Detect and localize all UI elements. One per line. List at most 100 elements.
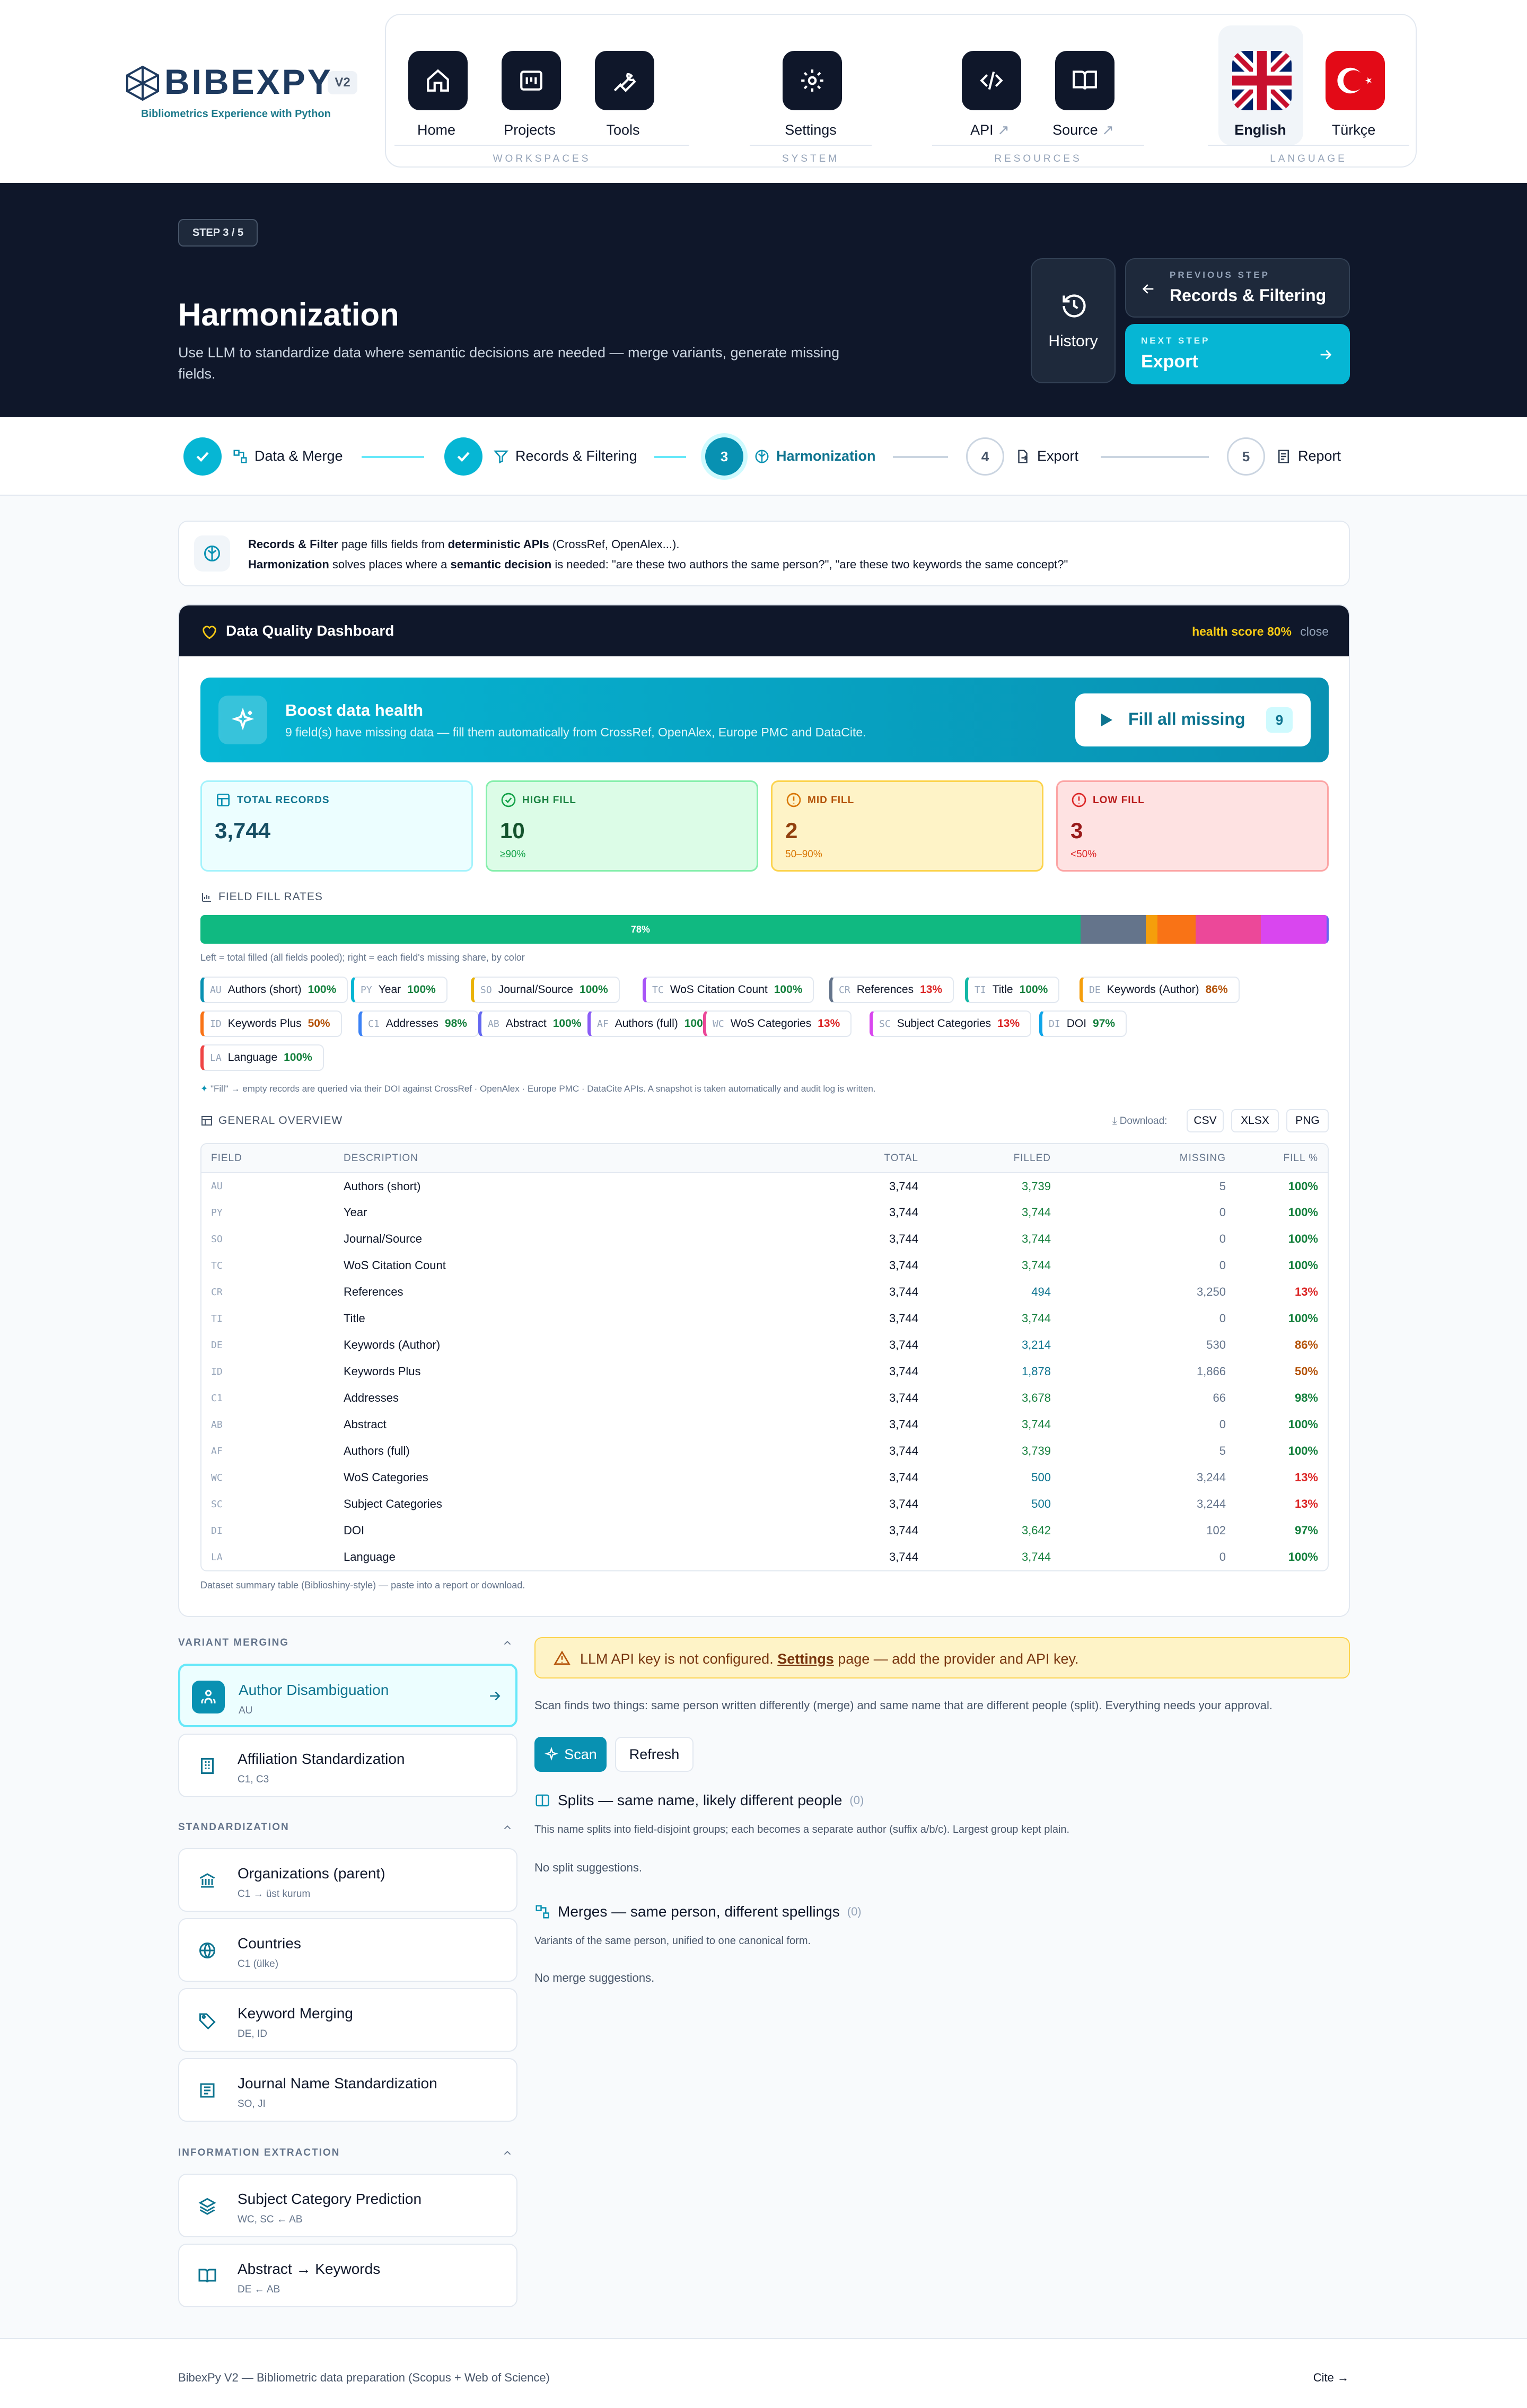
sidebar-item-keyword-merging[interactable]: Keyword Merging DE, ID (178, 1988, 517, 2052)
download-png-button[interactable]: PNG (1286, 1109, 1329, 1132)
step-5-dot[interactable]: 5 (1227, 437, 1265, 476)
table-icon (201, 1116, 212, 1126)
field-chip-au[interactable]: AU Authors (short) 100% (200, 977, 348, 1003)
cell-field: C1 (211, 1392, 223, 1404)
sidebar-group-heading[interactable]: INFORMATION EXTRACTION (178, 2147, 517, 2159)
sidebar-group-heading[interactable]: VARIANT MERGING (178, 1637, 517, 1649)
nav-projects[interactable]: Projects (490, 36, 569, 142)
field-chip-c1[interactable]: C1 Addresses 98% (358, 1010, 479, 1037)
export-icon (1018, 450, 1028, 463)
sidebar-item-author-disambiguation[interactable]: Author Disambiguation AU (178, 1664, 517, 1727)
field-chip-id[interactable]: ID Keywords Plus 50% (200, 1010, 342, 1037)
stat-key: MID FILL (808, 795, 855, 806)
field-chip-de[interactable]: DE Keywords (Author) 86% (1080, 977, 1240, 1003)
cell-fill-pct: 13% (1294, 1471, 1318, 1484)
download-xlsx-button[interactable]: XLSX (1231, 1109, 1279, 1132)
step-4-label[interactable]: Export (1015, 448, 1078, 464)
sidebar-group-heading[interactable]: STANDARDIZATION (178, 1822, 517, 1833)
chip-pct: 100% (579, 983, 608, 996)
cell-total: 3,744 (889, 1232, 918, 1245)
previous-step-button[interactable]: PREVIOUS STEP Records & Filtering (1125, 258, 1350, 318)
nav-home[interactable]: Home (397, 36, 476, 142)
table-row: TI Title 3,744 3,744 0 100% (201, 1305, 1328, 1332)
history-button[interactable]: History (1031, 258, 1116, 383)
chip-label: Year (378, 983, 401, 996)
data-quality-dashboard: Data Quality Dashboard health score 80% … (178, 604, 1350, 1617)
table-row: DI DOI 3,744 3,642 102 97% (201, 1517, 1328, 1544)
cell-field: ID (211, 1366, 223, 1377)
step-3-dot[interactable]: 3 (705, 437, 743, 476)
sidebar-item-countries[interactable]: Countries C1 (ülke) (178, 1918, 517, 1982)
nav-source[interactable]: Source ↗ (1043, 36, 1123, 142)
chip-label: WoS Citation Count (670, 983, 768, 996)
close-dashboard-button[interactable]: close (1300, 625, 1329, 638)
page-description: Use LLM to standardize data where semant… (178, 345, 840, 382)
step-2-dot[interactable] (444, 437, 482, 476)
field-chip-cr[interactable]: CR References 13% (829, 977, 954, 1003)
nav-api[interactable]: API ↗ (950, 36, 1030, 142)
fill-all-missing-button[interactable]: Fill all missing 9 (1075, 693, 1311, 746)
field-chip-af[interactable]: AF Authors (full) 100% (587, 1010, 725, 1037)
bar-chart-icon (202, 893, 211, 902)
cell-missing: 0 (1219, 1232, 1226, 1245)
refresh-button[interactable]: Refresh (615, 1737, 694, 1772)
field-chip-wc[interactable]: WC WoS Categories 13% (703, 1010, 852, 1037)
download-csv-button[interactable]: CSV (1187, 1109, 1224, 1132)
sidebar-item-subject-category-prediction[interactable]: Subject Category Prediction WC, SC ← AB (178, 2174, 517, 2237)
logo[interactable]: BIBEXPY V2 Bibliometrics Experience with… (123, 59, 357, 128)
field-chip-ab[interactable]: AB Abstract 100% (478, 1010, 593, 1037)
step-1-dot[interactable] (183, 437, 222, 476)
field-chip-sc[interactable]: SC Subject Categories 13% (870, 1010, 1032, 1037)
cell-fill-pct: 100% (1288, 1444, 1318, 1457)
step-4-dot[interactable]: 4 (966, 437, 1004, 476)
sidebar-item-abstract-keywords[interactable]: Abstract → Keywords DE ← AB (178, 2244, 517, 2307)
next-step-button[interactable]: NEXT STEP Export (1125, 324, 1350, 384)
alert-circle-icon (1072, 793, 1086, 807)
cell-description: Authors (full) (344, 1444, 410, 1457)
cell-total: 3,744 (889, 1497, 918, 1510)
field-chip-la[interactable]: LA Language 100% (200, 1044, 324, 1071)
sidebar-item-affiliation-standardization[interactable]: Affiliation Standardization C1, C3 (178, 1734, 517, 1797)
field-chip-di[interactable]: DI DOI 97% (1039, 1010, 1127, 1037)
heart-icon (203, 626, 216, 639)
newspaper-icon (191, 2074, 224, 2107)
step-1-label[interactable]: Data & Merge (232, 448, 343, 464)
step-2-label[interactable]: Records & Filtering (493, 448, 637, 464)
table-row: AU Authors (short) 3,744 3,739 5 100% (201, 1173, 1328, 1199)
field-chip-so[interactable]: SO Journal/Source 100% (471, 977, 620, 1003)
step-5-label[interactable]: Report (1276, 448, 1341, 464)
nav-label: Tools (606, 122, 640, 138)
gear-icon (783, 51, 842, 110)
sidebar-item-subtitle: AU (239, 1705, 253, 1716)
sparkle-icon: ✦ (200, 1084, 208, 1094)
field-chip-tc[interactable]: TC WoS Citation Count 100% (643, 977, 814, 1003)
lang-turkish[interactable]: Türkçe (1314, 36, 1393, 142)
next-step-kicker: NEXT STEP (1141, 336, 1210, 346)
nav-label: API ↗ (970, 122, 1010, 138)
globe-icon (191, 1934, 224, 1967)
cell-fill-pct: 86% (1294, 1338, 1318, 1351)
book-icon (1055, 51, 1114, 110)
cell-filled: 3,744 (1021, 1418, 1051, 1431)
stat-sub: 50–90% (785, 849, 822, 860)
step-3-label[interactable]: Harmonization (754, 448, 876, 464)
field-chip-py[interactable]: PY Year 100% (351, 977, 447, 1003)
chip-code: SC (879, 1018, 891, 1030)
external-link-icon: ↗ (1102, 122, 1114, 138)
nav-tools[interactable]: Tools (583, 36, 663, 142)
footer: BibexPy V2 — Bibliometric data preparati… (0, 2338, 1527, 2408)
scan-button[interactable]: Scan (534, 1737, 607, 1772)
cell-description: WoS Citation Count (344, 1259, 446, 1272)
chip-label: WoS Categories (730, 1017, 812, 1030)
lang-english[interactable]: English (1221, 36, 1300, 142)
sidebar-item-organizations-parent[interactable]: Organizations (parent) C1 → üst kurum (178, 1848, 517, 1912)
cell-missing: 1,866 (1196, 1365, 1226, 1378)
lang-label: Türkçe (1331, 122, 1376, 138)
nav-settings[interactable]: Settings (771, 36, 850, 142)
sidebar-item-journal-name-standardization[interactable]: Journal Name Standardization SO, JI (178, 2058, 517, 2122)
settings-link[interactable]: Settings (777, 1651, 834, 1667)
previous-step-kicker: PREVIOUS STEP (1170, 270, 1270, 280)
field-chip-ti[interactable]: TI Title 100% (965, 977, 1060, 1003)
info-box: Records & Filter page fills fields from … (178, 521, 1350, 586)
cite-link[interactable]: Cite → (1313, 2371, 1349, 2384)
